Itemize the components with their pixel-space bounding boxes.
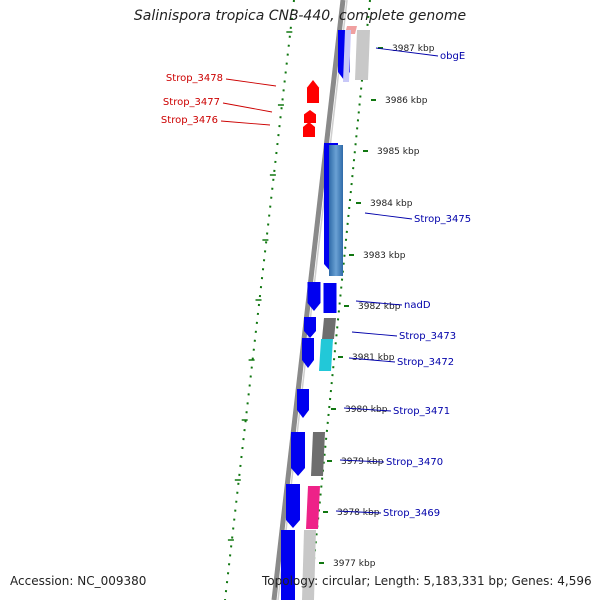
gene-arrow-strop-3477 xyxy=(304,110,316,123)
gene-block-nadD xyxy=(323,283,337,313)
dotted-ring-inner xyxy=(224,0,295,601)
track-block-obgE xyxy=(355,30,370,80)
gene-label: Strop_3478 xyxy=(166,73,223,84)
gene-label: Strop_3473 xyxy=(399,331,456,342)
track-block-strop-3473 xyxy=(322,318,336,339)
tick-label: 3982 kbp xyxy=(358,302,401,312)
tick-label: 3979 kbp xyxy=(341,457,384,467)
gene-leader-line xyxy=(375,47,439,57)
gene-label: Strop_3477 xyxy=(163,97,220,108)
gene-leader-line xyxy=(339,459,385,463)
gene-leader-line xyxy=(343,407,392,412)
gene-arrow-strop-3471 xyxy=(297,389,309,418)
gene-block-next xyxy=(281,530,295,600)
gene-label: obgE xyxy=(440,51,465,62)
gene-arrow-nadD xyxy=(307,282,321,311)
tick-label: 3983 kbp xyxy=(363,251,406,261)
topology-label: Topology: circular; Length: 5,183,331 bp… xyxy=(262,574,592,588)
track-block-strop-3469 xyxy=(306,486,320,529)
track-block-light xyxy=(343,30,351,82)
track-block-strop-3475 xyxy=(329,145,343,276)
gene-leader-line xyxy=(351,331,398,337)
gene-leader-line xyxy=(335,510,382,514)
gene-arrow-strop-3469 xyxy=(286,484,300,528)
track-block-strop-3470 xyxy=(311,432,325,476)
gene-leader-line xyxy=(364,212,413,220)
tick-label: 3980 kbp xyxy=(345,405,388,415)
gene-arrow-strop-3476 xyxy=(303,122,315,137)
tick-label: 3987 kbp xyxy=(392,44,435,54)
gene-label: nadD xyxy=(404,300,431,311)
gene-arrow-strop-3478 xyxy=(307,80,319,103)
gene-leader-line xyxy=(355,300,403,306)
map-title: Salinispora tropica CNB-440, complete ge… xyxy=(133,8,467,24)
track-block-next xyxy=(302,530,316,600)
tick-label: 3986 kbp xyxy=(385,96,428,106)
gene-leader-line xyxy=(348,357,396,363)
track-block-strop-3472 xyxy=(319,339,333,371)
gene-leader-line xyxy=(225,78,277,87)
gene-arrow-strop-3473 xyxy=(304,317,316,338)
tick-label: 3978 kbp xyxy=(337,508,380,518)
gene-label: Strop_3475 xyxy=(414,214,471,225)
gene-arrow-strop-3472 xyxy=(302,338,314,368)
gene-leader-line xyxy=(222,102,273,113)
tick-label: 3977 kbp xyxy=(333,559,376,569)
gene-leader-line xyxy=(220,120,271,126)
gene-label: Strop_3470 xyxy=(386,457,443,468)
accession-label: Accession: NC_009380 xyxy=(10,574,147,588)
gene-label: Strop_3476 xyxy=(161,115,218,126)
gene-label: Strop_3471 xyxy=(393,406,450,417)
tick-label: 3984 kbp xyxy=(370,199,413,209)
gene-label: Strop_3472 xyxy=(397,357,454,368)
gene-label: Strop_3469 xyxy=(383,508,440,519)
tick-label: 3985 kbp xyxy=(377,147,420,157)
gene-arrow-strop-3470 xyxy=(291,432,305,476)
tick-label: 3981 kbp xyxy=(352,353,395,363)
